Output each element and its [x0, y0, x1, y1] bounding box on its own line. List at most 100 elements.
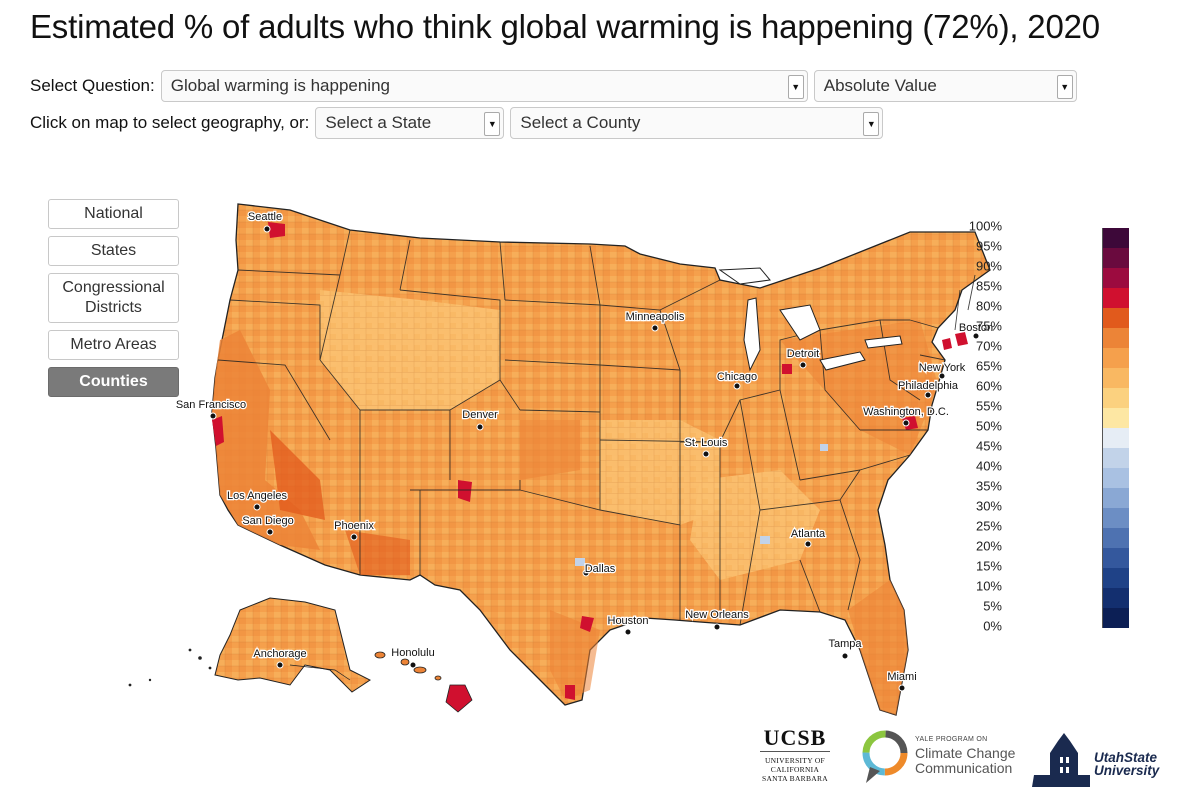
legend-label: 5% [983, 598, 1002, 614]
ucsb-wordmark: UCSB [759, 725, 831, 752]
yale-climate-logo: YALE PROGRAM ON Climate Change Communica… [860, 727, 1030, 793]
city-marker[interactable]: Los Angeles [226, 489, 289, 511]
city-marker[interactable]: Phoenix [333, 519, 376, 541]
legend-label: 50% [975, 418, 1002, 434]
city-dot [733, 382, 741, 390]
city-label: San Diego [242, 515, 293, 527]
geography-label: Click on map to select geography, or: [30, 113, 310, 132]
measure-select[interactable]: Absolute Value ▼ [813, 70, 1077, 102]
question-select[interactable]: Global warming is happening ▼ [160, 70, 808, 102]
city-label: Houston [608, 615, 649, 627]
usu-line-2: University [1094, 763, 1160, 778]
county-select[interactable]: Select a County ▼ [510, 107, 884, 139]
legend-swatch [1102, 448, 1129, 468]
nav-states-button[interactable]: States [48, 236, 179, 266]
alaska-outline [214, 597, 371, 693]
city-label: Chicago [717, 371, 757, 383]
city-marker[interactable]: Houston [606, 614, 650, 636]
city-label: Detroit [787, 348, 819, 360]
city-label: Honolulu [391, 647, 434, 659]
legend-label: 95% [975, 238, 1002, 254]
city-dot [209, 412, 217, 420]
us-county-map[interactable]: Seattle San Francisco Los Angeles San Diego… [120, 180, 1040, 725]
city-marker[interactable]: Seattle [247, 210, 283, 233]
state-select-value: Select a State [325, 113, 432, 132]
city-label: Philadelphia [898, 380, 959, 392]
city-marker[interactable]: Honolulu [390, 646, 436, 669]
legend-swatch [1102, 488, 1129, 508]
legend-label: 100% [968, 218, 1002, 234]
legend-swatch [1102, 428, 1129, 448]
legend-swatch [1102, 608, 1129, 628]
city-marker[interactable]: Dallas [582, 562, 617, 577]
city-marker[interactable]: Anchorage [252, 647, 308, 669]
city-dot [938, 372, 946, 380]
city-label: Washington, D.C. [863, 406, 949, 418]
geography-row: Click on map to select geography, or: Se… [30, 106, 889, 140]
city-dot [841, 652, 849, 660]
city-dot [624, 628, 632, 636]
legend-label: 10% [975, 578, 1002, 594]
city-marker[interactable]: Washington, D.C. [862, 405, 950, 427]
city-marker[interactable]: New York [918, 361, 967, 380]
hawaii-outline [374, 651, 473, 713]
chevron-down-icon: ▼ [787, 75, 804, 99]
speech-bubble-icon [862, 730, 908, 783]
legend-label: 65% [975, 358, 1002, 374]
legend-label: 80% [975, 298, 1002, 314]
measure-select-value: Absolute Value [823, 76, 937, 95]
legend-swatch [1102, 568, 1129, 588]
legend-label: 70% [975, 338, 1002, 354]
legend-swatch [1102, 248, 1129, 268]
city-dot [972, 332, 980, 340]
city-marker[interactable]: Miami [886, 670, 918, 692]
city-dot [651, 324, 659, 332]
state-select[interactable]: Select a State ▼ [315, 107, 505, 139]
city-marker[interactable]: Tampa [827, 637, 864, 660]
city-dot [898, 684, 906, 692]
legend-swatch [1102, 288, 1129, 308]
city-dot [702, 450, 710, 458]
city-dot [804, 540, 812, 548]
nav-national-button[interactable]: National [48, 199, 179, 229]
city-label: Miami [887, 671, 916, 683]
city-marker[interactable]: New Orleans [684, 608, 751, 631]
city-label: Atlanta [791, 528, 826, 540]
city-dot [713, 623, 721, 631]
city-dot [924, 391, 932, 399]
city-label: Dallas [585, 563, 616, 575]
nav-counties-button[interactable]: Counties [48, 367, 179, 397]
legend-swatch [1102, 528, 1129, 548]
partner-logos: UCSB UNIVERSITY OF CALIFORNIA SANTA BARB… [740, 725, 1180, 795]
city-dot [902, 419, 910, 427]
legend-label: 20% [975, 538, 1002, 554]
legend-label: 25% [975, 518, 1002, 534]
city-label: Phoenix [334, 520, 374, 532]
legend-swatch [1102, 408, 1129, 428]
city-marker[interactable]: Minneapolis [624, 310, 686, 332]
nav-congressional-districts-button[interactable]: Congressional Districts [48, 273, 179, 323]
city-label: Los Angeles [227, 490, 287, 502]
ycc-line-2: Communication [915, 760, 1013, 776]
nav-metro-areas-button[interactable]: Metro Areas [48, 330, 179, 360]
city-label: Denver [462, 409, 498, 421]
city-marker[interactable]: Denver [461, 408, 499, 431]
city-label: New York [919, 362, 966, 374]
ycc-small-text: YALE PROGRAM ON [915, 736, 988, 743]
city-marker[interactable]: Chicago [716, 370, 758, 390]
city-marker[interactable]: San Francisco [175, 398, 247, 420]
city-marker[interactable]: St. Louis [683, 436, 729, 458]
city-marker[interactable]: Detroit [786, 347, 820, 369]
ucsb-logo: UCSB UNIVERSITY OF CALIFORNIA SANTA BARB… [740, 725, 850, 783]
legend-label: 15% [975, 558, 1002, 574]
city-marker[interactable]: Atlanta [790, 527, 827, 548]
city-marker[interactable]: Boston [958, 321, 994, 340]
legend-label: 60% [975, 378, 1002, 394]
page-title: Estimated % of adults who think global w… [30, 8, 1100, 45]
city-marker[interactable]: San Diego [241, 514, 295, 536]
ycc-line-1: Climate Change [915, 745, 1016, 761]
geography-level-nav: National States Congressional Districts … [48, 199, 179, 404]
city-marker[interactable]: Philadelphia [897, 379, 960, 399]
legend-swatch [1102, 508, 1129, 528]
legend-swatch [1102, 588, 1129, 608]
